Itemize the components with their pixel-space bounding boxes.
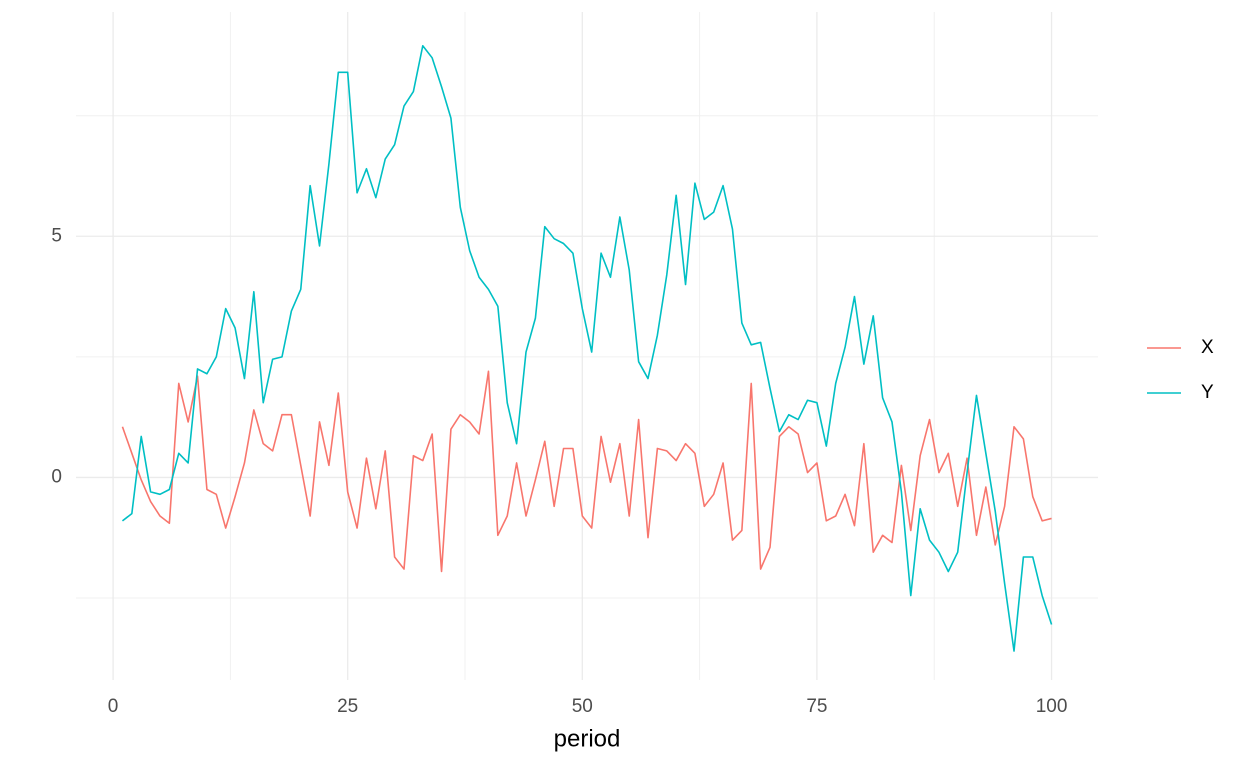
x-tick-label: 0 [108,696,119,717]
y-tick-label: 0 [51,466,62,487]
x-tick-label: 25 [337,696,358,717]
x-tick-label: 100 [1036,696,1068,717]
legend-label: X [1201,337,1214,358]
series-line [121,44,1053,652]
x-axis-title: period [554,725,621,752]
x-tick-label: 50 [572,696,593,717]
x-tick-label: 75 [806,696,827,717]
series-line [121,370,1052,573]
y-tick-label: 5 [51,225,62,246]
legend-label: Y [1201,382,1214,403]
